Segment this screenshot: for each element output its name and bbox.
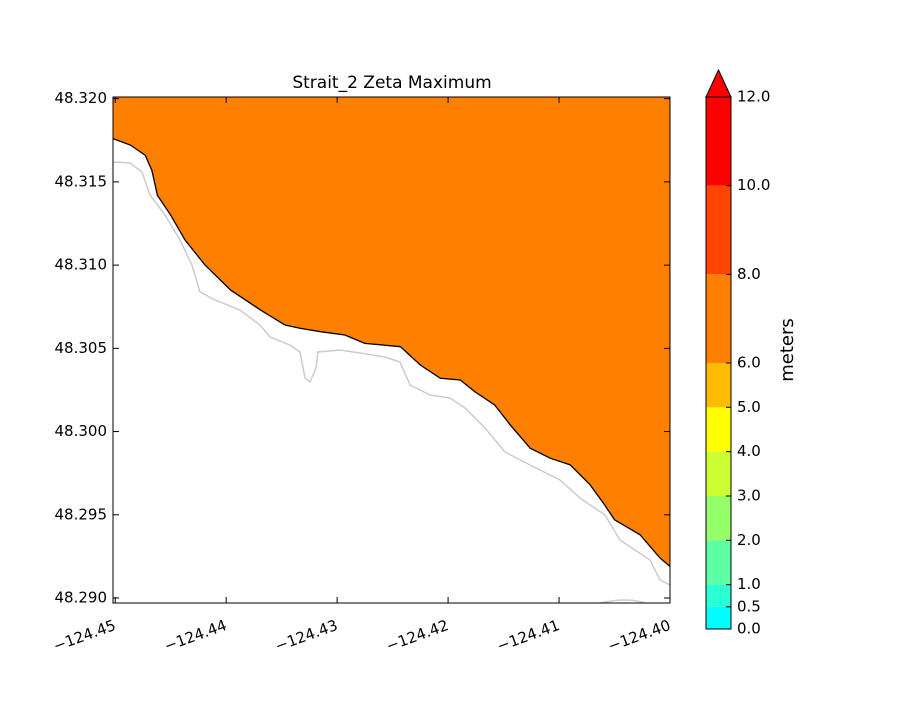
coastline [112, 138, 671, 567]
colorbar-tick-label: 6.0 [737, 354, 761, 372]
zeta-fill [113, 97, 670, 567]
colorbar-segment [706, 363, 731, 408]
colorbar-segment [706, 496, 731, 541]
colorbar-segment [706, 584, 731, 607]
colorbar-tick-label: 4.0 [737, 442, 761, 460]
shoreline [112, 161, 671, 586]
colorbar-tick-label: 0.5 [737, 597, 761, 615]
x-tick-label: −124.41 [495, 616, 562, 655]
y-tick-label: 48.295 [55, 505, 108, 523]
y-tick-label: 48.315 [55, 172, 108, 190]
colorbar-segment [706, 97, 731, 186]
colorbar-tick-label: 8.0 [737, 265, 761, 283]
colorbar-segment [706, 451, 731, 496]
x-tick-label: −124.45 [51, 616, 118, 655]
colorbar-segment [706, 606, 731, 629]
colorbar-tick-label: 12.0 [737, 88, 770, 106]
y-tick-label: 48.310 [55, 256, 108, 274]
colorbar-segment [706, 407, 731, 452]
plot-frame [112, 96, 671, 604]
colorbar-tick-label: 1.0 [737, 575, 761, 593]
colorbar-tick-label: 10.0 [737, 176, 770, 194]
y-tick-label: 48.320 [55, 89, 108, 107]
y-tick-label: 48.300 [55, 422, 108, 440]
colorbar-tick-label: 0.0 [737, 620, 761, 638]
colorbar-segment [706, 185, 731, 275]
colorbar-label: meters [777, 318, 798, 382]
colorbar-extend [705, 68, 732, 98]
y-tick-label: 48.305 [55, 339, 108, 357]
colorbar-segment [706, 274, 731, 363]
colorbar-tick-label: 2.0 [737, 531, 761, 549]
y-tick-label: 48.290 [55, 589, 108, 607]
chart-title: Strait_2 Zeta Maximum [292, 73, 491, 93]
colorbar-tick-label: 3.0 [737, 487, 761, 505]
x-tick-label: −124.40 [606, 616, 673, 655]
colorbar-tick-label: 5.0 [737, 398, 761, 416]
x-tick-label: −124.42 [384, 616, 451, 655]
colorbar-segment [706, 540, 731, 585]
shoreline [599, 599, 646, 604]
x-tick-label: −124.44 [162, 616, 229, 655]
x-tick-label: −124.43 [273, 616, 340, 655]
